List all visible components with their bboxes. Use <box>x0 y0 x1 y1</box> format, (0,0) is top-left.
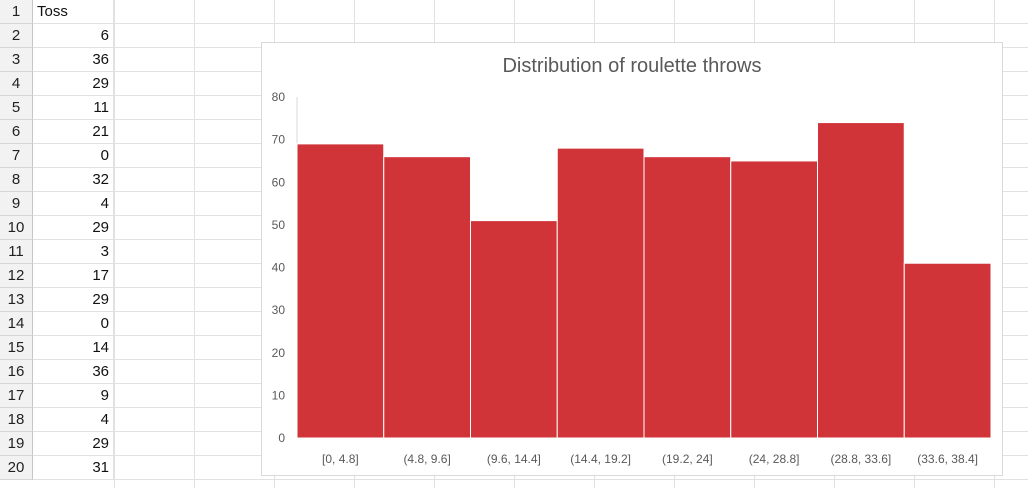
y-tick-label: 20 <box>272 346 286 360</box>
toss-value-cell[interactable]: 17 <box>33 264 114 288</box>
row-header[interactable]: 5 <box>0 96 33 120</box>
row-header[interactable]: 15 <box>0 336 33 360</box>
histogram-chart[interactable]: Distribution of roulette throws 0 10 20 30 4… <box>261 42 1003 476</box>
row-header[interactable]: 3 <box>0 48 33 72</box>
toss-value-cell[interactable]: 14 <box>33 336 114 360</box>
y-tick-label: 60 <box>272 175 286 189</box>
column-gridline <box>194 0 195 488</box>
toss-value-cell[interactable]: 29 <box>33 432 114 456</box>
histogram-bar[interactable] <box>470 220 558 439</box>
x-tick-label: (14.4, 19.2] <box>570 452 631 466</box>
column-gridline <box>114 0 115 488</box>
x-tick-label: (33.6, 38.4] <box>917 452 978 466</box>
y-tick-label: 70 <box>272 133 286 147</box>
histogram-bar[interactable] <box>383 156 471 439</box>
toss-value-cell[interactable]: 4 <box>33 192 114 216</box>
x-tick-label: (9.6, 14.4] <box>487 452 541 466</box>
row-header[interactable]: 8 <box>0 168 33 192</box>
row-header[interactable]: 14 <box>0 312 33 336</box>
x-tick-label: (4.8, 9.6] <box>403 452 450 466</box>
y-tick-label: 30 <box>272 303 286 317</box>
row-header[interactable]: 1 <box>0 0 33 24</box>
histogram-bar[interactable] <box>556 147 645 439</box>
y-tick-label: 0 <box>278 431 285 445</box>
histogram-bar[interactable] <box>903 262 992 439</box>
y-tick-label: 40 <box>272 261 286 275</box>
row-header[interactable]: 18 <box>0 408 33 432</box>
toss-value-cell[interactable]: 6 <box>33 24 114 48</box>
histogram-bar[interactable] <box>817 122 905 439</box>
row-header[interactable]: 11 <box>0 240 33 264</box>
toss-value-cell[interactable]: 32 <box>33 168 114 192</box>
histogram-bar[interactable] <box>643 156 732 439</box>
row-header[interactable]: 9 <box>0 192 33 216</box>
toss-value-cell[interactable]: 11 <box>33 96 114 120</box>
row-header[interactable]: 6 <box>0 120 33 144</box>
row-gridline <box>114 456 1028 480</box>
toss-value-cell[interactable]: 0 <box>33 144 114 168</box>
row-header[interactable]: 10 <box>0 216 33 240</box>
row-header[interactable]: 19 <box>0 432 33 456</box>
chart-title: Distribution of roulette throws <box>502 55 762 77</box>
x-tick-label: (28.8, 33.6] <box>831 452 892 466</box>
toss-value-cell[interactable]: 29 <box>33 288 114 312</box>
x-tick-label: (19.2, 24] <box>662 452 713 466</box>
toss-value-cell[interactable]: 9 <box>33 384 114 408</box>
row-header[interactable]: 17 <box>0 384 33 408</box>
row-gridline <box>114 0 1028 24</box>
row-header[interactable]: 20 <box>0 456 33 480</box>
toss-value-cell[interactable]: 21 <box>33 120 114 144</box>
histogram-bar[interactable] <box>730 160 818 439</box>
toss-value-cell[interactable]: 36 <box>33 48 114 72</box>
toss-value-cell[interactable]: 29 <box>33 72 114 96</box>
y-tick-label: 10 <box>272 388 286 402</box>
y-tick-label: 50 <box>272 218 286 232</box>
column-header-cell[interactable]: Toss <box>33 0 114 24</box>
row-header[interactable]: 16 <box>0 360 33 384</box>
toss-value-cell[interactable]: 31 <box>33 456 114 480</box>
toss-value-cell[interactable]: 0 <box>33 312 114 336</box>
toss-value-cell[interactable]: 3 <box>33 240 114 264</box>
toss-value-cell[interactable]: 36 <box>33 360 114 384</box>
toss-value-cell[interactable]: 4 <box>33 408 114 432</box>
x-tick-label: [0, 4.8] <box>322 452 359 466</box>
histogram-bar[interactable] <box>296 143 385 439</box>
x-tick-label: (24, 28.8] <box>749 452 800 466</box>
chart-plot: 0 10 20 30 40 50 60 70 80 [0, 4.8] (4.8, 9.6] (9.6,… <box>272 90 992 466</box>
row-header[interactable]: 12 <box>0 264 33 288</box>
y-tick-label: 80 <box>272 90 286 104</box>
row-header[interactable]: 13 <box>0 288 33 312</box>
row-header[interactable]: 2 <box>0 24 33 48</box>
toss-value-cell[interactable]: 29 <box>33 216 114 240</box>
row-header[interactable]: 7 <box>0 144 33 168</box>
row-header[interactable]: 4 <box>0 72 33 96</box>
